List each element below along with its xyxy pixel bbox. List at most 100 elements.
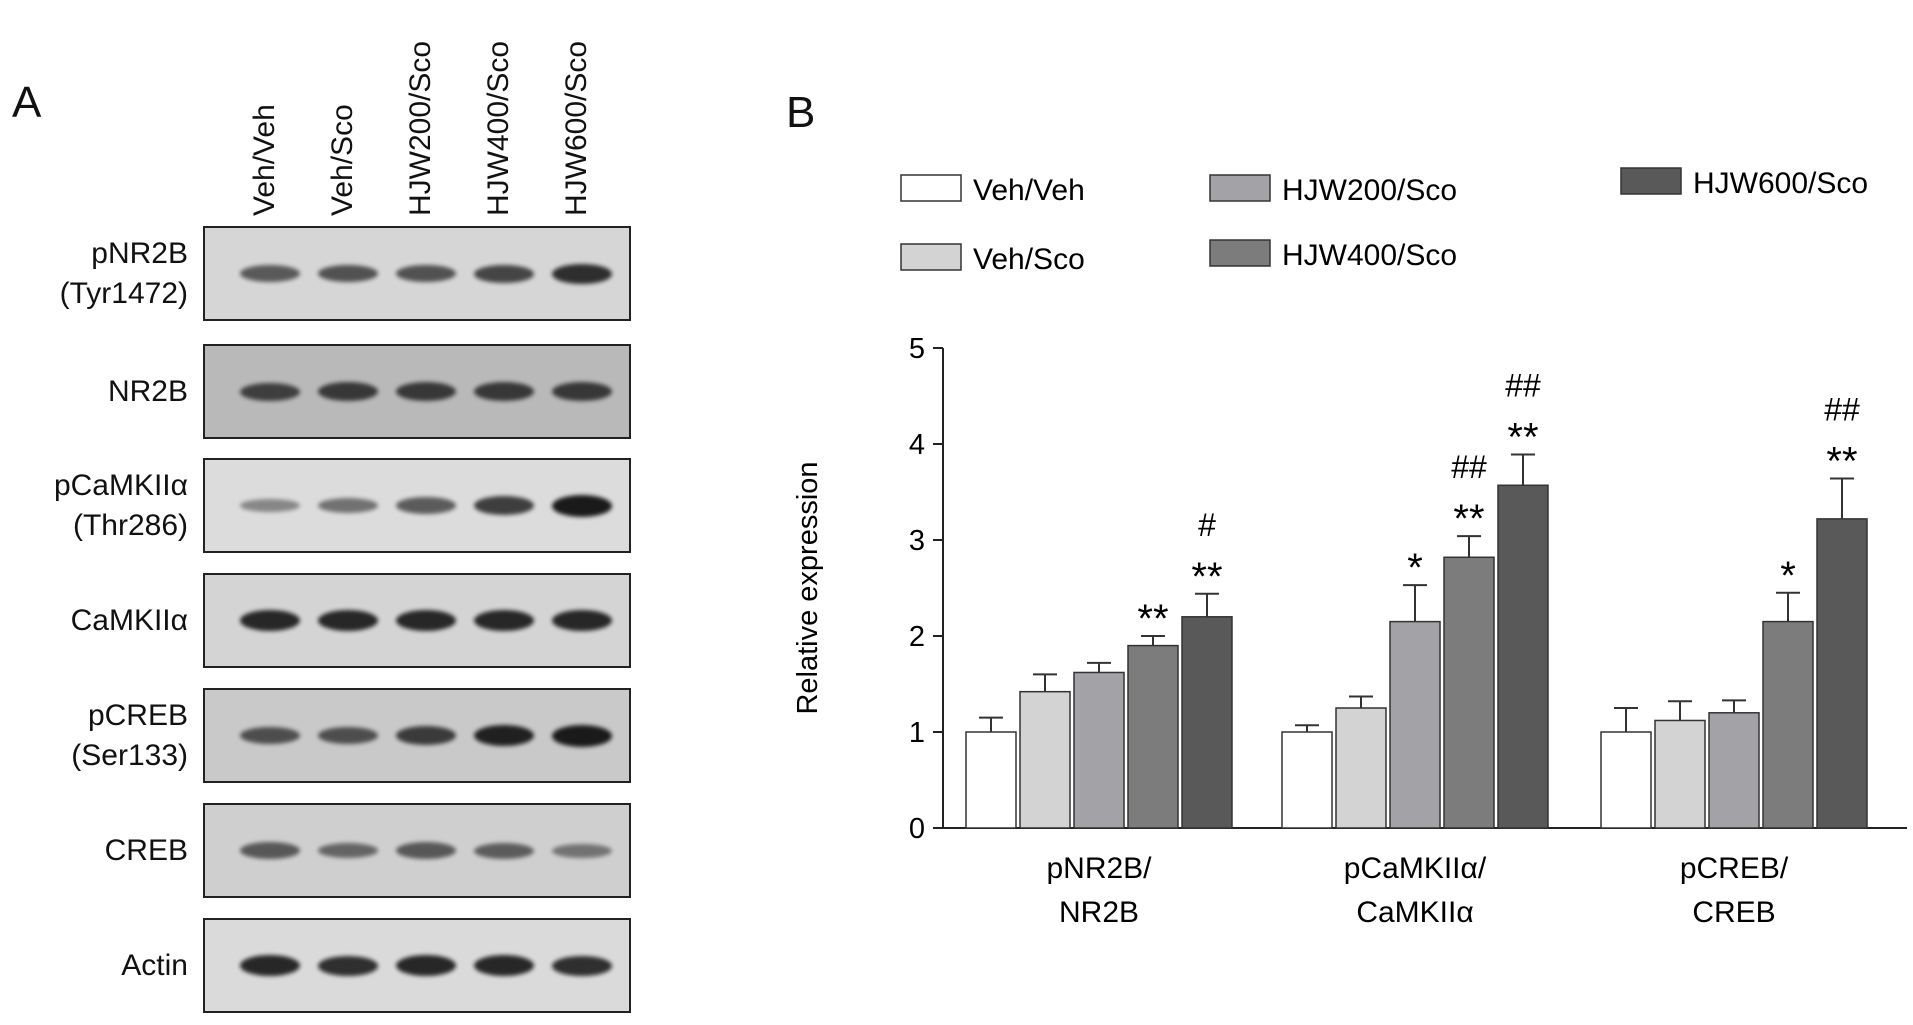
blot-band [396, 265, 456, 282]
blot-nr2b [203, 344, 631, 439]
legend-swatch [1620, 167, 1682, 195]
blot-label: CREB [105, 831, 188, 871]
y-tick-label: 2 [909, 621, 925, 653]
blot-band [318, 955, 378, 976]
bar [1497, 484, 1549, 829]
significance-mark: * [1407, 546, 1423, 590]
blot-camkii [203, 573, 631, 668]
significance-mark: ** [1453, 497, 1484, 541]
legend-swatch [1209, 239, 1271, 267]
blot-band [474, 610, 534, 631]
blot-band [318, 382, 378, 401]
bar [1654, 719, 1706, 829]
blot-band [396, 726, 456, 745]
legend-swatch [900, 243, 962, 271]
significance-mark: ## [1505, 368, 1541, 404]
blot-label-line1: NR2B [107, 374, 188, 408]
blot-label-line1: Actin [121, 948, 188, 982]
blot-band [396, 497, 456, 514]
blot-band [240, 842, 300, 859]
blot-band [552, 955, 612, 976]
significance-mark: # [1198, 507, 1216, 543]
significance-mark: ## [1824, 392, 1860, 428]
panel-b-letter: B [786, 88, 816, 137]
blot-band [318, 727, 378, 744]
blot-band [474, 725, 534, 746]
bar [1335, 707, 1387, 829]
bar [1816, 518, 1868, 829]
bar [1708, 712, 1760, 829]
blot-band [318, 498, 378, 513]
blot-band [240, 499, 300, 512]
blot-band [474, 842, 534, 859]
bar [1443, 556, 1495, 829]
blot-label-line2: (Tyr1472) [59, 276, 188, 310]
significance-mark: * [1780, 554, 1796, 598]
blot-band [318, 843, 378, 858]
x-category-label: CREB [1692, 896, 1775, 929]
y-tick-label: 5 [909, 333, 925, 365]
blot-label-line1: pCREB [87, 698, 188, 732]
blot-band [240, 610, 300, 631]
bar [1181, 616, 1233, 829]
significance-mark: ** [1137, 597, 1168, 641]
blot-band [396, 610, 456, 631]
blot-band [240, 382, 300, 401]
blot-band [474, 955, 534, 976]
blot-band [474, 264, 534, 283]
significance-mark: ** [1191, 555, 1222, 599]
significance-mark: ** [1507, 416, 1538, 460]
bar [1127, 644, 1179, 829]
legend-swatch [1209, 174, 1271, 202]
bar [1281, 731, 1333, 829]
blot-band [552, 382, 612, 401]
x-category-label: NR2B [1059, 896, 1139, 929]
blot-label-line1: pNR2B [91, 236, 188, 270]
legend-label: Veh/Sco [973, 243, 1085, 276]
bar [1762, 620, 1814, 829]
blot-band [318, 265, 378, 282]
blot-band [240, 265, 300, 282]
blot-band [240, 727, 300, 744]
blot-band [396, 955, 456, 976]
significance-mark: ** [1826, 440, 1857, 484]
blot-label: pCaMKIIα (Thr286) [54, 466, 188, 546]
blot-label-line1: pCaMKIIα [53, 468, 188, 502]
blot-band [396, 382, 456, 401]
bar [965, 731, 1017, 829]
bar [1073, 671, 1125, 829]
blot-label-line1: CREB [104, 833, 188, 867]
blot-band [552, 843, 612, 858]
y-tick-label: 4 [909, 429, 925, 461]
legend-label: Veh/Veh [973, 174, 1085, 207]
blot-band [396, 842, 456, 859]
y-tick-label: 1 [909, 717, 925, 749]
significance-mark: ## [1451, 449, 1487, 485]
y-tick-label: 0 [909, 813, 925, 845]
blot-label: Actin [121, 946, 188, 986]
blot-band [552, 724, 612, 747]
x-category-label: pNR2B/ [1046, 852, 1152, 885]
legend-label: HJW600/Sco [1693, 167, 1868, 200]
bar [1389, 620, 1441, 829]
legend-label: HJW400/Sco [1282, 239, 1457, 272]
y-axis-label: Relative expression [792, 461, 824, 714]
blot-label: pCREB (Ser133) [71, 696, 188, 776]
legend-label: HJW200/Sco [1282, 174, 1457, 207]
blot-label-line1: CaMKIIα [70, 603, 188, 637]
blot-band [240, 955, 300, 976]
blot-label-line2: (Ser133) [71, 738, 188, 772]
blot-actin [203, 918, 631, 1013]
blot-creb [203, 803, 631, 898]
blot-label-line2: (Thr286) [72, 508, 188, 542]
x-category-label: pCaMKIIα/ [1344, 852, 1487, 885]
blot-band [552, 494, 612, 517]
blot-band [552, 263, 612, 284]
legend-swatch [900, 174, 962, 202]
blot-pnr2b [203, 226, 631, 321]
blot-band [474, 382, 534, 401]
x-category-label: CaMKIIα [1356, 896, 1473, 929]
panel-a-letter: A [12, 78, 42, 127]
blot-label: pNR2B (Tyr1472) [60, 234, 188, 314]
